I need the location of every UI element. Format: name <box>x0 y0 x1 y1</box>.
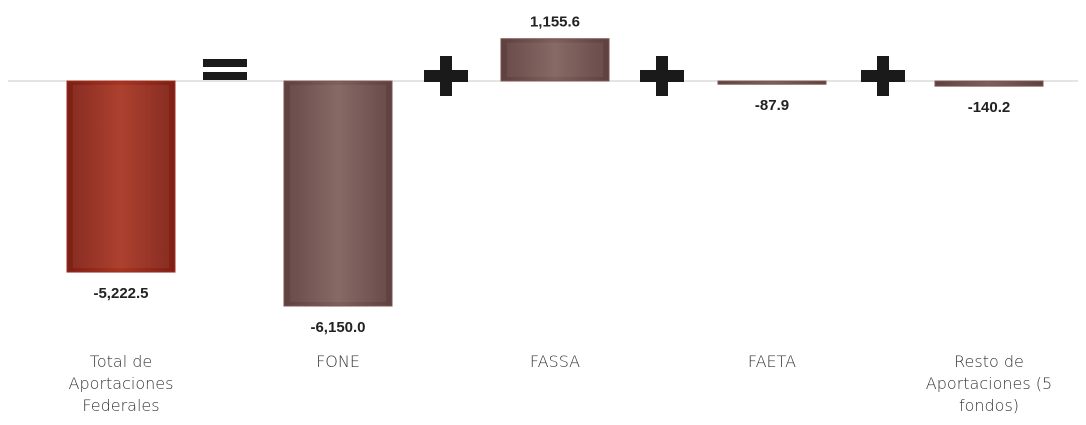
bar-highlight <box>290 85 386 302</box>
value-label: -140.2 <box>968 99 1011 116</box>
category-label: FAETA <box>697 351 847 373</box>
bar-fassa <box>500 38 610 82</box>
category-label-line: Total de <box>89 352 153 371</box>
plus-sign-icon <box>640 56 684 96</box>
bar-total-de-aportaciones-federales <box>66 80 176 273</box>
bar-highlight <box>73 85 169 269</box>
value-label: 1,155.6 <box>530 14 580 31</box>
value-label: -6,150.0 <box>310 319 365 336</box>
category-label-line: FAETA <box>747 352 797 371</box>
value-label: -87.9 <box>755 97 789 114</box>
equals-sign-icon <box>203 59 247 80</box>
plus-sign-icon <box>424 56 468 96</box>
category-label-line: Aportaciones <box>68 374 174 393</box>
category-label: FASSA <box>480 351 630 373</box>
category-label-line: Federales <box>82 396 160 415</box>
category-label: Resto de Aportaciones (5 fondos) <box>914 351 1064 417</box>
bar-fone <box>283 80 393 307</box>
plus-sign-icon <box>861 56 905 96</box>
value-label: -5,222.5 <box>93 285 148 302</box>
category-label-line: FONE <box>316 352 360 371</box>
category-label-line: Resto de <box>954 352 1024 371</box>
bar-resto-de-aportaciones-5-fondos <box>934 80 1044 87</box>
category-label-line: fondos) <box>958 396 1020 415</box>
category-label-line: Aportaciones (5 <box>925 374 1053 393</box>
bar-faeta <box>717 80 827 85</box>
bar-highlight <box>507 42 603 77</box>
category-label-line: FASSA <box>529 352 581 371</box>
category-label: Total de Aportaciones Federales <box>46 351 196 417</box>
category-label: FONE <box>263 351 413 373</box>
